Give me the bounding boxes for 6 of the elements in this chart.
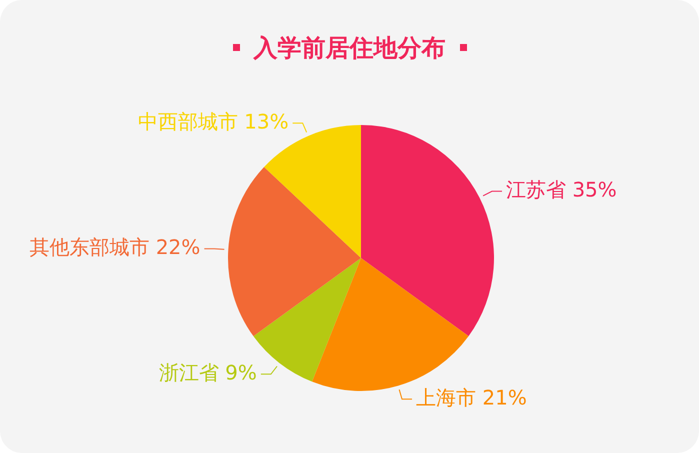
slice-label: 上海市 21%	[416, 385, 527, 410]
slice-label: 其他东部城市 22%	[29, 234, 200, 259]
slice-label: 江苏省 35%	[506, 177, 617, 202]
slice-label: 中西部城市 13%	[138, 109, 289, 134]
chart-title: 入学前居住地分布	[254, 34, 446, 62]
slice-label: 浙江省 9%	[158, 360, 257, 384]
